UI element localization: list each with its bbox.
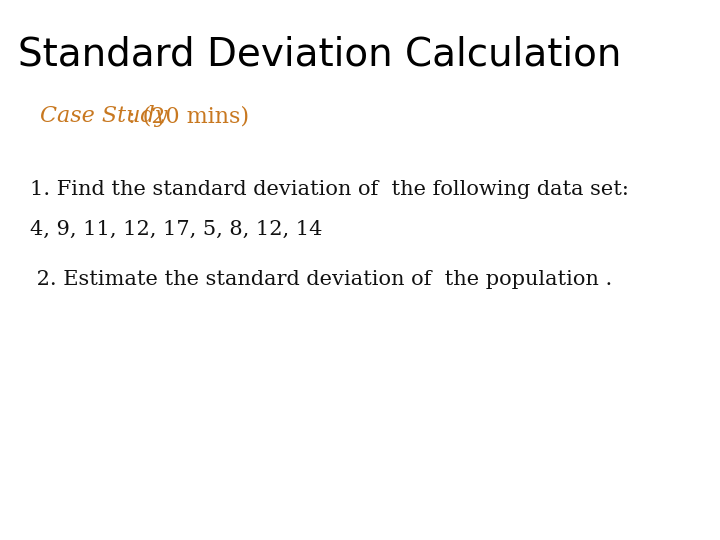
Text: : (20 mins): : (20 mins): [128, 105, 249, 127]
Text: 2. Estimate the standard deviation of  the population .: 2. Estimate the standard deviation of th…: [30, 270, 612, 289]
Text: Case Study: Case Study: [40, 105, 167, 127]
Text: Standard Deviation Calculation: Standard Deviation Calculation: [18, 35, 621, 73]
Text: 4, 9, 11, 12, 17, 5, 8, 12, 14: 4, 9, 11, 12, 17, 5, 8, 12, 14: [30, 220, 323, 239]
Text: 1. Find the standard deviation of  the following data set:: 1. Find the standard deviation of the fo…: [30, 180, 629, 199]
